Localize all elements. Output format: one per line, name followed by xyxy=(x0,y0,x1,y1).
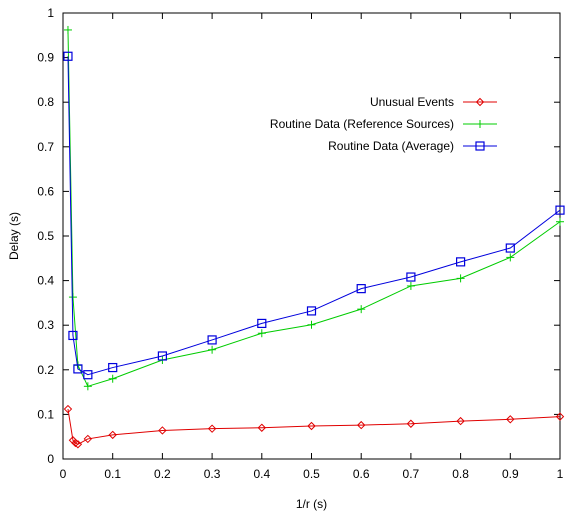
data-point xyxy=(208,345,217,354)
y-tick-label: 0.7 xyxy=(37,140,54,154)
data-point xyxy=(71,438,80,448)
y-tick-label: 0.4 xyxy=(37,274,54,288)
data-point xyxy=(63,51,73,61)
series-line xyxy=(67,408,561,445)
y-tick-label: 0.3 xyxy=(37,318,54,332)
y-tick-label: 0.5 xyxy=(37,229,54,243)
y-tick-label: 0.1 xyxy=(37,407,54,421)
data-point xyxy=(63,25,72,34)
data-point xyxy=(108,362,118,373)
data-point xyxy=(257,318,267,329)
y-tick-label: 0.2 xyxy=(37,363,54,377)
legend-label: Unusual Events xyxy=(370,95,454,109)
data-point xyxy=(506,415,515,424)
data-point xyxy=(83,370,93,380)
x-tick-label: 0.4 xyxy=(253,467,270,481)
data-point xyxy=(68,293,77,302)
data-point xyxy=(555,412,565,421)
series-line xyxy=(67,56,561,376)
data-point xyxy=(406,281,415,290)
data-point xyxy=(506,253,515,262)
x-tick-label: 0.1 xyxy=(104,467,121,481)
data-point xyxy=(456,274,465,283)
data-point xyxy=(257,329,266,338)
data-point xyxy=(306,306,317,316)
series-0 xyxy=(63,404,565,449)
plot-frame xyxy=(62,12,561,460)
data-point xyxy=(456,416,465,426)
data-point xyxy=(555,205,565,215)
legend-label: Routine Data (Average) xyxy=(328,139,454,153)
data-point xyxy=(356,420,366,430)
x-tick-label: 0.5 xyxy=(303,467,320,481)
series-line xyxy=(67,29,561,387)
data-point xyxy=(406,272,416,282)
y-tick-label: 1 xyxy=(47,6,54,20)
data-point xyxy=(73,440,83,449)
data-point xyxy=(63,404,73,414)
x-tick-label: 1 xyxy=(557,467,564,481)
legend-swatch-marker xyxy=(475,97,485,107)
y-tick-label: 0.6 xyxy=(37,184,54,198)
x-tick-label: 0.9 xyxy=(502,467,519,481)
legend-entry: Routine Data (Average) xyxy=(328,139,497,153)
legend-entry: Unusual Events xyxy=(370,95,497,109)
data-point xyxy=(307,421,316,431)
legend-swatch-marker xyxy=(476,120,484,128)
legend-entry: Routine Data (Reference Sources) xyxy=(270,117,497,131)
legend-label: Routine Data (Reference Sources) xyxy=(270,117,454,131)
data-point xyxy=(73,364,83,374)
y-tick-label: 0.8 xyxy=(37,95,54,109)
data-point xyxy=(257,423,267,432)
data-point xyxy=(83,434,93,444)
x-tick-label: 0 xyxy=(60,467,67,481)
x-tick-label: 0.2 xyxy=(154,467,171,481)
data-point xyxy=(406,419,416,428)
data-point xyxy=(108,430,117,440)
data-point xyxy=(505,243,515,253)
data-point xyxy=(357,305,366,314)
data-point xyxy=(356,284,366,294)
y-tick-label: 0.9 xyxy=(37,51,54,65)
x-tick-label: 0.8 xyxy=(452,467,469,481)
x-axis-label: 1/r (s) xyxy=(296,497,327,511)
y-tick-label: 0 xyxy=(47,452,54,466)
data-point xyxy=(108,374,117,383)
series-2 xyxy=(63,51,565,380)
y-axis-label: Delay (s) xyxy=(7,212,21,260)
data-point xyxy=(68,330,78,341)
legend-swatch-marker xyxy=(475,141,485,151)
series-1 xyxy=(63,25,564,391)
data-point xyxy=(207,335,217,345)
x-tick-label: 0.3 xyxy=(204,467,221,481)
data-point xyxy=(157,351,167,361)
data-point xyxy=(307,320,316,329)
data-point xyxy=(207,424,217,433)
x-tick-label: 0.6 xyxy=(353,467,370,481)
x-tick-label: 0.7 xyxy=(403,467,420,481)
data-point xyxy=(158,426,167,435)
data-point xyxy=(83,382,92,391)
data-point xyxy=(556,217,564,226)
data-point xyxy=(456,257,466,267)
